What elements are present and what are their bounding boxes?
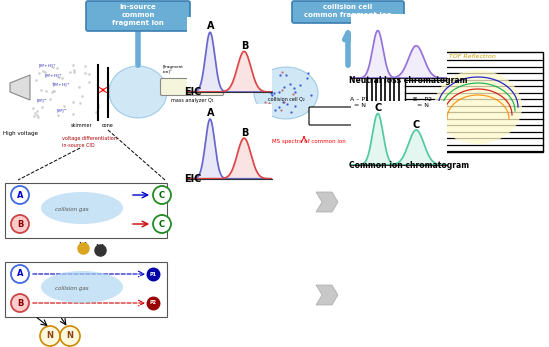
- Circle shape: [60, 326, 80, 346]
- Text: C: C: [413, 120, 420, 130]
- Text: C: C: [159, 191, 165, 200]
- Text: [fragment
ion]⁺: [fragment ion]⁺: [189, 65, 210, 74]
- FancyBboxPatch shape: [309, 107, 363, 125]
- Text: High voltage: High voltage: [3, 131, 38, 136]
- Text: EIC: EIC: [184, 174, 201, 184]
- Text: P2: P2: [149, 301, 156, 305]
- Text: collision gas: collision gas: [55, 207, 89, 212]
- Text: $[M]^-$: $[M]^-$: [36, 98, 48, 105]
- Circle shape: [153, 186, 171, 204]
- Ellipse shape: [41, 192, 123, 224]
- Ellipse shape: [254, 67, 318, 119]
- Text: B: B: [242, 128, 249, 138]
- Text: B – P2
= N: B – P2 = N: [413, 97, 432, 108]
- Text: fragment ion: fragment ion: [112, 20, 164, 26]
- Text: collision gas: collision gas: [55, 286, 89, 291]
- Text: A: A: [17, 270, 23, 279]
- Text: voltage differentiation
in-source CID: voltage differentiation in-source CID: [62, 136, 117, 147]
- Text: In-source: In-source: [120, 4, 156, 10]
- Circle shape: [153, 215, 171, 233]
- Ellipse shape: [434, 70, 522, 144]
- Text: C: C: [159, 220, 165, 229]
- Text: A: A: [208, 108, 215, 118]
- Ellipse shape: [41, 271, 123, 303]
- Bar: [5, 262, 167, 317]
- Text: A: A: [208, 21, 215, 31]
- Circle shape: [11, 265, 29, 283]
- Text: $[M{+}H]^+$: $[M{+}H]^+$: [38, 63, 57, 71]
- Polygon shape: [316, 285, 338, 305]
- Text: Detector: Detector: [324, 113, 348, 118]
- Polygon shape: [316, 192, 338, 212]
- Text: C: C: [374, 103, 382, 113]
- Text: P1: P1: [149, 271, 156, 277]
- Circle shape: [11, 294, 29, 312]
- Text: Neutral loss chromatogram: Neutral loss chromatogram: [349, 76, 467, 85]
- Bar: [405, 52, 543, 152]
- FancyBboxPatch shape: [292, 1, 404, 23]
- Circle shape: [11, 215, 29, 233]
- Text: N: N: [66, 331, 74, 340]
- Text: MS/MS spectra of common ion: MS/MS spectra of common ion: [262, 139, 346, 144]
- Text: Common ion chromatogram: Common ion chromatogram: [349, 161, 469, 170]
- Circle shape: [11, 186, 29, 204]
- Text: common fragment ion: common fragment ion: [304, 12, 392, 18]
- Text: B: B: [17, 220, 23, 229]
- Text: [fragment
ion]⁺: [fragment ion]⁺: [163, 65, 184, 74]
- Ellipse shape: [109, 66, 167, 118]
- Text: B: B: [242, 41, 249, 51]
- Polygon shape: [10, 75, 30, 100]
- Text: TOF Reflectron: TOF Reflectron: [449, 54, 495, 59]
- Text: cone: cone: [102, 123, 114, 128]
- Text: Mass Selection of
in-source
common fragment ion: Mass Selection of in-source common fragm…: [197, 18, 259, 35]
- FancyBboxPatch shape: [86, 1, 190, 31]
- Text: $[M]^-$: $[M]^-$: [56, 107, 68, 115]
- Text: collision cell Q₂: collision cell Q₂: [267, 96, 304, 101]
- Text: mass analyzer Q₁: mass analyzer Q₁: [171, 98, 214, 103]
- Bar: [5, 183, 167, 238]
- Text: N: N: [47, 331, 53, 340]
- Circle shape: [40, 326, 60, 346]
- Text: $[M{+}H]^+$: $[M{+}H]^+$: [52, 82, 71, 90]
- Text: common: common: [121, 12, 155, 18]
- Text: skimmer: skimmer: [71, 123, 93, 128]
- Text: collision cell: collision cell: [323, 4, 373, 10]
- Text: A: A: [17, 191, 23, 200]
- Text: $[M{+}H]^+$: $[M{+}H]^+$: [44, 73, 63, 81]
- Text: B: B: [17, 298, 23, 307]
- FancyBboxPatch shape: [160, 78, 223, 95]
- Text: A – P1
= N: A – P1 = N: [350, 97, 369, 108]
- Text: EIC: EIC: [184, 87, 201, 98]
